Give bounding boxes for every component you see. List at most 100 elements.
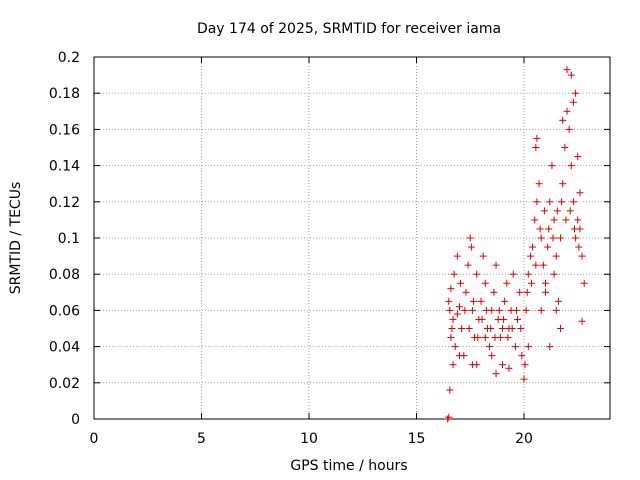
data-point (561, 144, 569, 151)
data-point (550, 270, 558, 278)
data-point (500, 315, 508, 323)
data-point (562, 216, 570, 224)
data-point (479, 252, 487, 260)
x-tick-label: 10 (300, 431, 318, 447)
data-point (535, 180, 543, 188)
data-point (542, 279, 549, 287)
data-point (521, 361, 529, 369)
data-point (503, 279, 511, 287)
data-point (444, 415, 452, 423)
data-point (490, 288, 498, 296)
data-point (567, 162, 575, 170)
data-point (465, 325, 473, 332)
data-point (526, 252, 534, 260)
y-tick-label: 0.06 (49, 303, 80, 319)
data-point (451, 343, 459, 351)
data-point (488, 352, 496, 360)
y-tick-label: 0.14 (49, 159, 80, 175)
data-point (524, 343, 532, 351)
data-point (550, 216, 558, 224)
data-point (499, 361, 506, 369)
data-point (559, 180, 567, 188)
data-point (569, 98, 577, 106)
data-point (542, 288, 549, 296)
data-point (520, 375, 528, 383)
data-point (554, 297, 562, 305)
data-point (524, 270, 532, 278)
data-point (499, 325, 506, 332)
data-point (548, 162, 556, 170)
data-point (580, 279, 588, 287)
data-point (495, 306, 503, 314)
data-point (467, 243, 475, 251)
data-point (445, 413, 453, 421)
data-point (478, 315, 486, 323)
data-point (447, 334, 455, 342)
data-point (447, 285, 455, 293)
data-point (552, 252, 560, 260)
data-point (539, 261, 547, 269)
x-tick-label: 15 (408, 431, 426, 447)
data-point (558, 198, 566, 206)
data-point (469, 297, 477, 305)
y-tick-label: 0 (71, 412, 80, 428)
data-point (575, 243, 583, 251)
data-point (473, 270, 481, 278)
y-tick-label: 0.12 (49, 195, 80, 211)
data-point (572, 89, 580, 97)
data-point (567, 71, 575, 79)
data-point (537, 306, 545, 314)
data-point (456, 352, 463, 360)
data-point (508, 325, 516, 332)
data-point (491, 334, 499, 342)
data-point (514, 315, 522, 323)
axis-ticks: 0 5 10 15 20 0 0.02 0.04 0.06 0.08 0.1 0.12 0.14 0.16… (49, 50, 610, 447)
data-point (449, 361, 457, 369)
data-point (540, 207, 548, 215)
data-point (566, 207, 574, 215)
y-tick-label: 0.08 (49, 267, 80, 283)
data-point (466, 234, 474, 242)
data-point (457, 279, 465, 287)
data-point (553, 207, 561, 215)
data-point (501, 297, 509, 305)
x-axis-label: GPS time / hours (290, 458, 407, 474)
data-point (531, 216, 539, 224)
data-point (574, 216, 582, 224)
grid-lines (94, 57, 610, 419)
data-point (552, 306, 560, 314)
data-point (516, 288, 524, 296)
data-point (546, 343, 554, 351)
data-point (528, 279, 536, 287)
data-point (518, 352, 526, 360)
data-point (565, 125, 573, 133)
y-tick-label: 0.02 (49, 376, 80, 392)
data-point (529, 243, 537, 251)
y-tick-label: 0.16 (49, 122, 80, 138)
data-point (461, 306, 469, 314)
data-point (533, 198, 541, 206)
data-point (559, 116, 567, 124)
data-point (512, 306, 520, 314)
data-point (549, 234, 557, 242)
data-point (468, 306, 476, 314)
data-point (464, 261, 472, 269)
data-point (481, 279, 489, 287)
data-point (449, 315, 457, 323)
data-point (450, 270, 458, 278)
data-point (578, 317, 586, 325)
data-point (545, 225, 553, 233)
data-point (481, 334, 489, 342)
data-point (572, 234, 580, 242)
y-tick-label: 0.1 (58, 231, 80, 247)
x-tick-label: 20 (515, 431, 533, 447)
data-point (576, 189, 584, 197)
data-point (492, 370, 500, 378)
x-tick-label: 0 (90, 431, 99, 447)
data-point (505, 364, 513, 372)
data-point (536, 225, 544, 233)
x-tick-label: 5 (197, 431, 206, 447)
data-point (453, 252, 461, 260)
data-point (563, 107, 571, 115)
